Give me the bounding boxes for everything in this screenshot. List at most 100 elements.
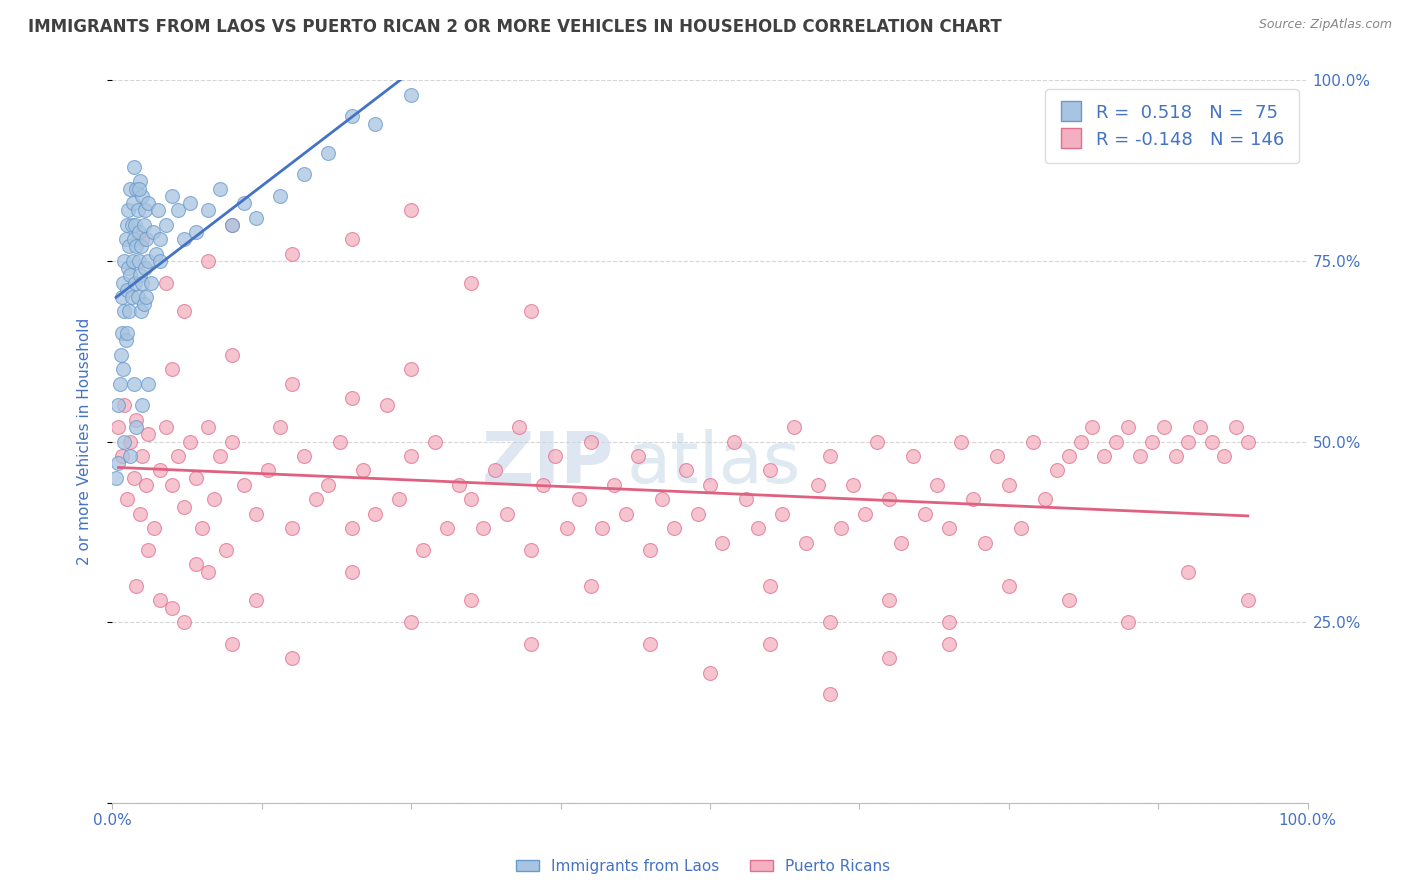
Point — [132, 297, 155, 311]
Point — [120, 182, 142, 196]
Point — [340, 565, 363, 579]
Point — [197, 565, 219, 579]
Point — [173, 615, 195, 630]
Point — [121, 218, 143, 232]
Point — [122, 376, 145, 391]
Point — [128, 182, 150, 196]
Point — [128, 225, 150, 239]
Point — [114, 398, 135, 412]
Point — [592, 521, 614, 535]
Point — [107, 398, 129, 412]
Point — [436, 521, 458, 535]
Point — [1033, 492, 1056, 507]
Point — [388, 492, 411, 507]
Point — [173, 500, 195, 514]
Point — [651, 492, 673, 507]
Point — [1201, 434, 1223, 449]
Point — [155, 420, 177, 434]
Point — [520, 304, 543, 318]
Point — [112, 362, 135, 376]
Point — [128, 253, 150, 268]
Point — [125, 579, 148, 593]
Point — [117, 203, 139, 218]
Y-axis label: 2 or more Vehicles in Household: 2 or more Vehicles in Household — [77, 318, 91, 566]
Point — [818, 687, 841, 701]
Point — [142, 225, 165, 239]
Point — [173, 304, 195, 318]
Point — [139, 276, 162, 290]
Point — [138, 427, 160, 442]
Point — [938, 521, 960, 535]
Point — [186, 558, 208, 572]
Point — [233, 478, 256, 492]
Point — [257, 463, 280, 477]
Point — [221, 218, 243, 232]
Point — [118, 304, 141, 318]
Point — [122, 471, 145, 485]
Point — [675, 463, 697, 477]
Point — [105, 471, 128, 485]
Point — [281, 246, 304, 260]
Point — [134, 203, 156, 218]
Point — [115, 492, 138, 507]
Point — [842, 478, 865, 492]
Point — [120, 434, 142, 449]
Point — [807, 478, 830, 492]
Point — [115, 283, 138, 297]
Point — [723, 434, 745, 449]
Point — [855, 507, 877, 521]
Point — [879, 593, 901, 607]
Point — [496, 507, 519, 521]
Point — [1046, 463, 1069, 477]
Point — [162, 362, 183, 376]
Point — [316, 145, 339, 160]
Point — [364, 507, 387, 521]
Point — [173, 232, 195, 246]
Point — [1094, 449, 1116, 463]
Point — [412, 542, 434, 557]
Point — [281, 376, 304, 391]
Point — [340, 391, 363, 405]
Point — [149, 593, 172, 607]
Point — [155, 218, 177, 232]
Point — [202, 492, 225, 507]
Point — [449, 478, 471, 492]
Point — [401, 362, 423, 376]
Point — [129, 239, 152, 253]
Point — [1022, 434, 1045, 449]
Point — [1213, 449, 1236, 463]
Point — [688, 507, 710, 521]
Point — [124, 218, 146, 232]
Point — [1105, 434, 1128, 449]
Point — [120, 268, 142, 283]
Point — [209, 182, 232, 196]
Point — [269, 189, 291, 203]
Point — [1081, 420, 1104, 434]
Point — [1237, 593, 1260, 607]
Point — [191, 521, 214, 535]
Point — [111, 449, 134, 463]
Point — [281, 521, 304, 535]
Point — [1070, 434, 1092, 449]
Point — [114, 434, 135, 449]
Point — [162, 189, 183, 203]
Point — [149, 463, 172, 477]
Point — [579, 579, 602, 593]
Point — [950, 434, 973, 449]
Point — [149, 253, 172, 268]
Point — [401, 87, 423, 102]
Point — [233, 196, 256, 211]
Point — [640, 637, 662, 651]
Point — [770, 507, 793, 521]
Point — [143, 521, 166, 535]
Point — [112, 276, 135, 290]
Point — [1142, 434, 1164, 449]
Point — [115, 326, 138, 341]
Point — [125, 182, 148, 196]
Point — [138, 196, 160, 211]
Point — [111, 290, 134, 304]
Point — [107, 456, 129, 470]
Point — [179, 434, 201, 449]
Point — [186, 471, 208, 485]
Point — [340, 521, 363, 535]
